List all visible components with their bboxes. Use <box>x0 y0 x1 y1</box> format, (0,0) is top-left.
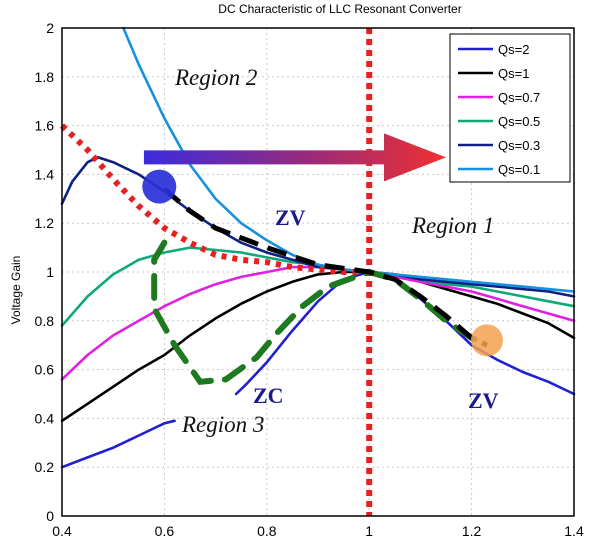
region-1-label: Region 1 <box>411 213 494 238</box>
y-tick-label: 1 <box>46 264 54 280</box>
arrow-icon <box>143 133 447 182</box>
legend-label: Qs=1 <box>498 66 529 81</box>
zv-lower-label: ZV <box>468 388 499 413</box>
zc-boundary-curve <box>151 239 490 385</box>
x-tick-label: 1.4 <box>564 523 584 539</box>
series-line <box>60 419 176 469</box>
y-tick-label: 0.6 <box>35 362 55 378</box>
y-tick-label: 1.6 <box>35 118 55 134</box>
y-tick-label: 0.2 <box>35 459 55 475</box>
x-tick-label: 1.2 <box>462 523 482 539</box>
series-line <box>60 270 576 423</box>
legend-label: Qs=0.7 <box>498 90 540 105</box>
legend-box <box>449 33 571 183</box>
legend-label: Qs=2 <box>498 42 529 57</box>
region-3-label: Region 3 <box>181 412 264 437</box>
overlays <box>59 28 503 516</box>
annotations: Region 2 Region 1 Region 3 ZV ZV ZC <box>174 65 499 437</box>
legend-label: Qs=0.1 <box>498 162 540 177</box>
y-tick-label: 2 <box>46 20 54 36</box>
series-line <box>60 156 576 298</box>
plot-frame <box>61 27 575 517</box>
region-2-label: Region 2 <box>174 65 257 90</box>
zv-upper-label: ZV <box>275 205 306 230</box>
y-tick-label: 0 <box>46 508 54 524</box>
x-tick-labels: 0.4 0.6 0.8 1 1.2 1.4 <box>52 523 584 539</box>
y-tick-label: 1.8 <box>35 69 55 85</box>
operating-trajectory <box>162 187 489 348</box>
y-tick-labels: 0 0.2 0.4 0.6 0.8 1 1.2 1.4 1.6 1.8 2 <box>35 20 55 524</box>
y-tick-label: 1.4 <box>35 166 55 182</box>
chart-title: DC Characteristic of LLC Resonant Conver… <box>218 2 461 16</box>
x-tick-label: 0.8 <box>257 523 277 539</box>
legend-label: Qs=0.5 <box>498 114 540 129</box>
legend-label: Qs=0.3 <box>498 138 540 153</box>
marker-blue <box>142 169 177 204</box>
x-tick-label: 1 <box>365 523 373 539</box>
x-tick-label: 0.6 <box>155 523 175 539</box>
y-axis-label: Voltage Gain <box>9 256 23 325</box>
legend: Qs=2 Qs=1 Qs=0.7 Qs=0.5 Qs=0.3 Qs=0.1 <box>449 33 571 183</box>
y-tick-label: 1.2 <box>35 215 55 231</box>
x-tick-label: 0.4 <box>52 523 72 539</box>
boundary-dotted-curve <box>59 123 370 275</box>
marker-orange <box>470 324 503 357</box>
y-tick-label: 0.4 <box>35 410 55 426</box>
y-tick-label: 0.8 <box>35 313 55 329</box>
zc-label: ZC <box>253 383 284 408</box>
